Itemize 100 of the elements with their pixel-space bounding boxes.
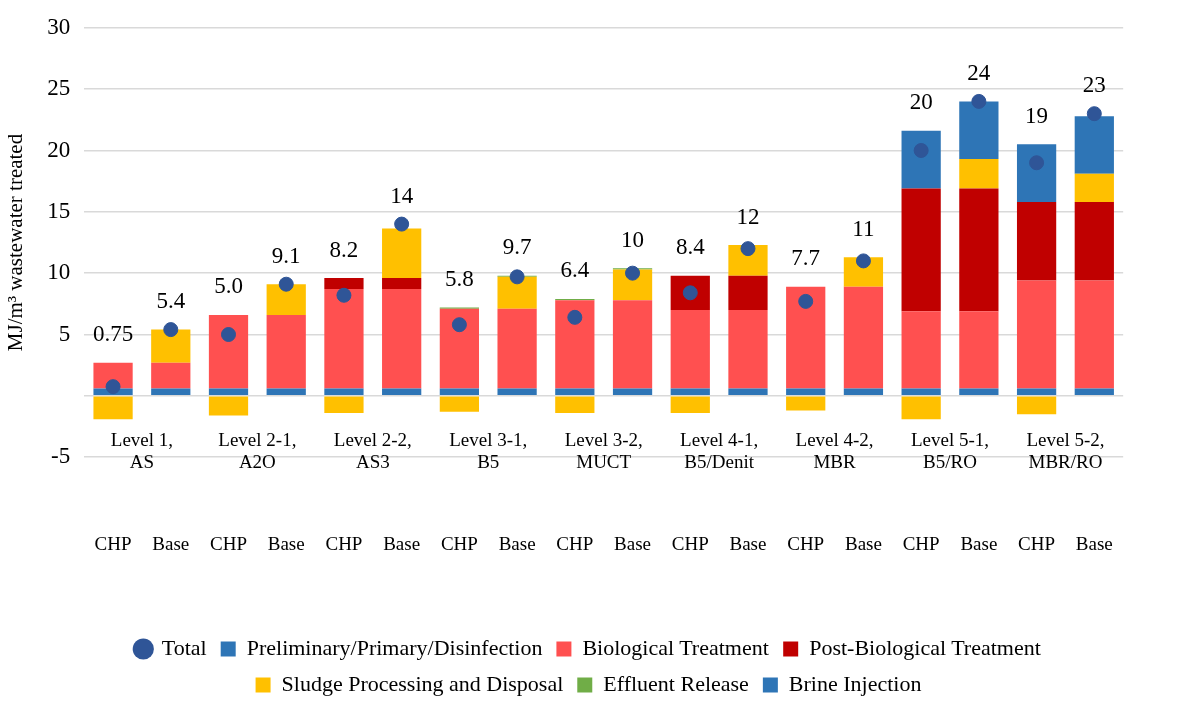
bar <box>1016 144 1057 203</box>
bar <box>324 278 364 290</box>
x-tick-label: Base <box>267 532 305 554</box>
bar <box>208 314 249 389</box>
bar <box>497 308 537 389</box>
point <box>105 379 121 395</box>
bar <box>728 388 768 396</box>
point <box>971 93 987 109</box>
bar <box>612 300 653 389</box>
bar <box>901 396 941 420</box>
point <box>1029 155 1045 171</box>
data-label: 23 <box>1082 72 1106 98</box>
x-tick-label: CHP <box>1018 532 1056 554</box>
bar <box>959 159 999 189</box>
point <box>163 322 179 338</box>
bar <box>959 101 999 160</box>
point <box>451 317 467 333</box>
data-label: 5.4 <box>156 288 186 314</box>
point <box>509 269 525 285</box>
x-tick-label: CHP <box>210 532 247 554</box>
x-tick-label: Base <box>152 532 190 554</box>
bar <box>151 388 191 396</box>
x-tick-label: CHP <box>787 532 825 554</box>
bar <box>555 300 595 389</box>
bar <box>555 396 595 414</box>
y-tick-label: -5 <box>51 443 71 469</box>
bar <box>843 286 884 389</box>
legend-label: Effluent Release <box>603 670 749 696</box>
data-label: 20 <box>909 89 933 115</box>
x-tick-label: CHP <box>94 532 132 554</box>
bar <box>1016 396 1057 415</box>
x-tick-label: CHP <box>440 532 478 554</box>
bar <box>266 388 306 396</box>
bar <box>1074 173 1114 203</box>
x-tick-label: CHP <box>325 532 363 554</box>
y-tick-label: 10 <box>47 259 71 285</box>
bar <box>1074 202 1114 281</box>
point <box>855 253 871 269</box>
point <box>798 293 814 309</box>
y-tick-label: 5 <box>58 320 71 346</box>
x-tick-label: Base <box>844 532 882 554</box>
legend-label: Preliminary/Primary/Disinfection <box>246 634 543 660</box>
x-tick-label: Base <box>614 532 652 554</box>
bar <box>497 388 537 396</box>
x-tick-label: Base <box>960 532 998 554</box>
bar <box>151 329 191 363</box>
bar <box>555 388 595 396</box>
point <box>394 216 410 232</box>
data-label: 11 <box>852 215 875 241</box>
bar <box>208 388 249 396</box>
bar <box>324 388 364 396</box>
annotation: Level 3-2, MUCT <box>564 428 643 472</box>
point <box>625 265 641 281</box>
annotation: Level 2-1, A2O <box>218 428 297 472</box>
y-tick-label: 20 <box>47 136 71 162</box>
annotation: Level 5-2, MBR/RO <box>1026 428 1105 472</box>
legend-label: Total <box>161 634 207 660</box>
bar <box>1074 280 1114 389</box>
annotation: Level 5-1, B5/RO <box>910 428 990 472</box>
data-label: 19 <box>1025 102 1049 128</box>
bar <box>959 188 999 312</box>
annotation: Level 1, AS <box>110 428 174 472</box>
point <box>1086 106 1102 122</box>
bar <box>959 388 999 396</box>
data-label: 8.4 <box>675 234 706 260</box>
bar <box>612 388 653 396</box>
x-tick-label: Base <box>383 532 421 554</box>
y-tick-label: 15 <box>47 197 71 223</box>
bar <box>382 388 422 396</box>
data-label: 0.75 <box>92 321 134 347</box>
bar <box>324 396 364 414</box>
bar <box>1074 388 1114 396</box>
data-label: 8.2 <box>329 236 359 262</box>
annotation: Level 4-1, B5/Denit <box>680 428 759 472</box>
y-axis-title: MJ/m³ wastewater treated <box>3 133 28 352</box>
legend-label: Sludge Processing and Disposal <box>281 670 564 696</box>
data-label: 12 <box>736 203 760 229</box>
y-tick-label: 25 <box>47 75 71 101</box>
annotation: Level 2-2, AS3 <box>333 428 412 472</box>
point <box>336 287 352 303</box>
legend-label: Biological Treatment <box>582 634 769 660</box>
bar <box>439 396 480 412</box>
bar <box>843 388 884 396</box>
bar <box>93 396 133 420</box>
legend-label: Post-Biological Treatment <box>809 634 1041 660</box>
data-label: 9.1 <box>271 242 301 268</box>
x-tick-label: CHP <box>671 532 709 554</box>
bar <box>439 388 480 396</box>
bar <box>1074 116 1114 174</box>
bar <box>324 289 364 389</box>
data-label: 7.7 <box>791 245 821 271</box>
bar <box>670 396 710 414</box>
bar <box>901 188 941 312</box>
x-tick-label: Base <box>729 532 767 554</box>
data-label: 14 <box>390 182 414 208</box>
bar <box>1016 202 1057 281</box>
x-tick-label: CHP <box>556 532 594 554</box>
y-tick-label: 30 <box>47 13 71 39</box>
bar <box>382 278 422 290</box>
bar <box>670 388 710 396</box>
